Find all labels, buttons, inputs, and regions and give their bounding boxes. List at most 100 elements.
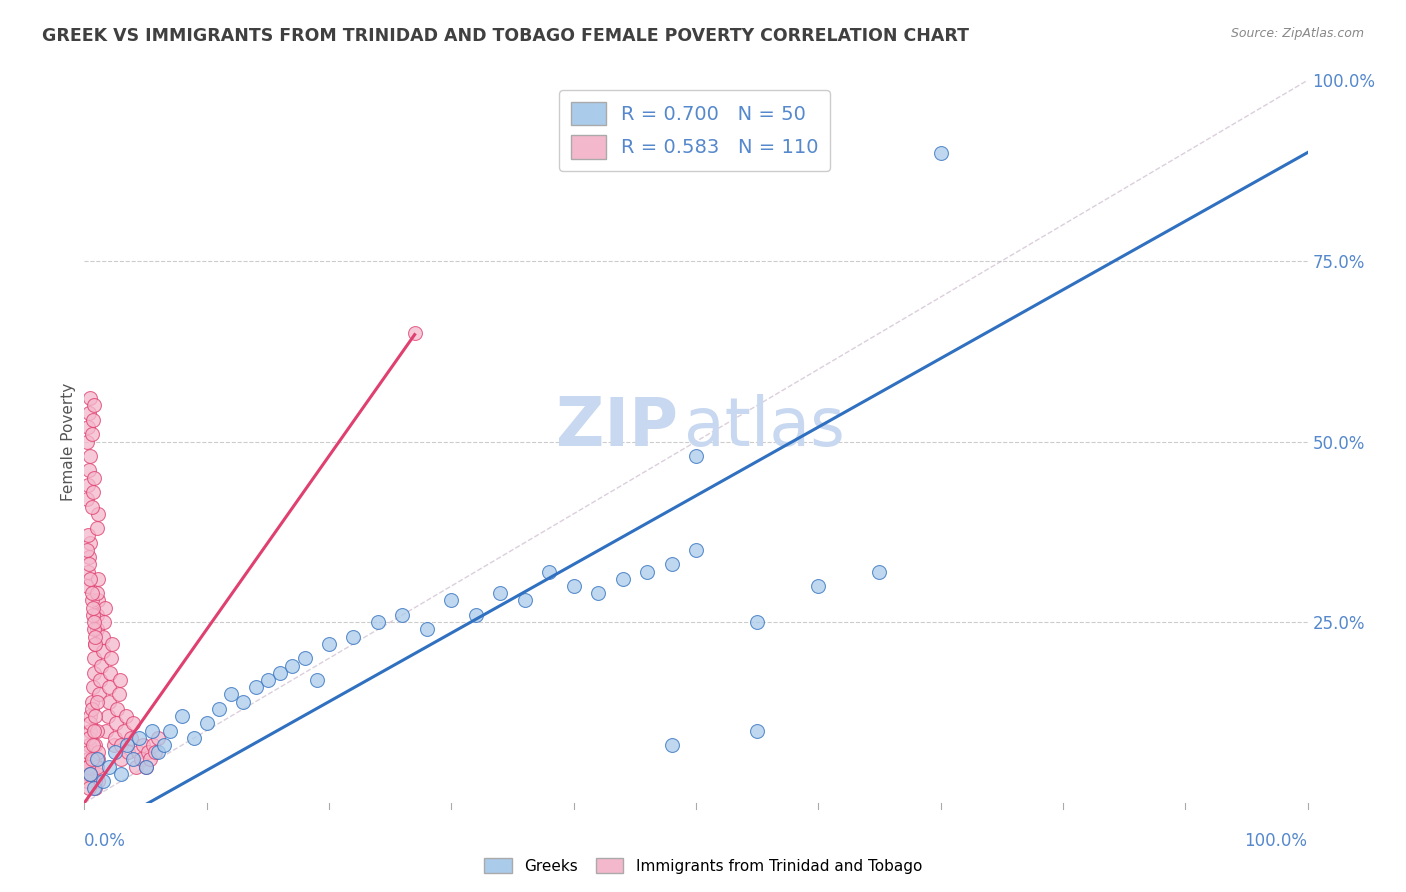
Point — [146, 745, 169, 759]
Point — [93, 615, 115, 630]
Text: 0.0%: 0.0% — [84, 831, 127, 850]
Point — [195, 716, 218, 731]
Point — [79, 449, 101, 463]
Text: GREEK VS IMMIGRANTS FROM TRINIDAD AND TOBAGO FEMALE POVERTY CORRELATION CHART: GREEK VS IMMIGRANTS FROM TRINIDAD AND TO… — [42, 27, 969, 45]
Point — [76, 492, 98, 507]
Legend: R = 0.700   N = 50, R = 0.583   N = 110: R = 0.700 N = 50, R = 0.583 N = 110 — [560, 90, 831, 170]
Point — [89, 673, 111, 687]
Point — [87, 687, 110, 701]
Point — [128, 731, 150, 745]
Point — [90, 658, 112, 673]
Text: Source: ZipAtlas.com: Source: ZipAtlas.com — [1230, 27, 1364, 40]
Point — [110, 752, 132, 766]
Point — [120, 731, 142, 745]
Point — [80, 427, 103, 442]
Point — [80, 500, 103, 514]
Point — [269, 665, 291, 680]
Point — [685, 542, 707, 557]
Point — [139, 752, 162, 766]
Point — [404, 326, 426, 340]
Point — [101, 637, 124, 651]
Point — [342, 630, 364, 644]
Point — [76, 542, 98, 557]
Point — [586, 586, 609, 600]
Point — [747, 723, 769, 738]
Point — [636, 565, 658, 579]
Text: 100.0%: 100.0% — [1244, 831, 1308, 850]
Point — [391, 607, 413, 622]
Point — [219, 687, 242, 701]
Point — [86, 607, 108, 622]
Point — [77, 731, 100, 745]
Point — [79, 572, 101, 586]
Point — [77, 420, 100, 434]
Point — [100, 651, 122, 665]
Point — [97, 680, 120, 694]
Point — [79, 391, 101, 405]
Point — [117, 745, 139, 759]
Point — [153, 738, 176, 752]
Point — [294, 651, 316, 665]
Point — [122, 752, 145, 766]
Point — [87, 745, 110, 759]
Point — [84, 637, 107, 651]
Point — [77, 745, 100, 759]
Point — [77, 558, 100, 572]
Point — [135, 760, 157, 774]
Point — [76, 760, 98, 774]
Point — [135, 760, 157, 774]
Point — [87, 593, 110, 607]
Point — [105, 702, 128, 716]
Point — [107, 687, 129, 701]
Point — [83, 623, 105, 637]
Point — [97, 709, 120, 723]
Point — [84, 630, 107, 644]
Point — [83, 752, 105, 766]
Point — [172, 709, 194, 723]
Point — [82, 485, 104, 500]
Point — [84, 774, 107, 789]
Point — [141, 723, 163, 738]
Point — [86, 623, 108, 637]
Point — [91, 774, 114, 789]
Point — [86, 695, 108, 709]
Point — [257, 673, 280, 687]
Point — [416, 623, 439, 637]
Point — [367, 615, 389, 630]
Point — [305, 673, 328, 687]
Point — [86, 586, 108, 600]
Point — [104, 745, 127, 759]
Point — [79, 535, 101, 549]
Point — [612, 572, 634, 586]
Point — [136, 745, 159, 759]
Point — [86, 723, 108, 738]
Point — [84, 781, 107, 796]
Point — [513, 593, 536, 607]
Point — [281, 658, 304, 673]
Point — [685, 449, 707, 463]
Point — [183, 731, 205, 745]
Point — [84, 709, 107, 723]
Point — [80, 586, 103, 600]
Point — [91, 630, 114, 644]
Point — [82, 767, 104, 781]
Point — [77, 738, 100, 752]
Point — [142, 738, 165, 752]
Point — [661, 738, 683, 752]
Y-axis label: Female Poverty: Female Poverty — [60, 383, 76, 500]
Point — [80, 752, 103, 766]
Point — [103, 738, 125, 752]
Point — [83, 398, 105, 412]
Point — [127, 745, 149, 759]
Point — [208, 702, 231, 716]
Point — [929, 145, 952, 160]
Point — [77, 550, 100, 565]
Point — [77, 781, 100, 796]
Point — [98, 665, 121, 680]
Point — [97, 695, 120, 709]
Point — [83, 470, 105, 484]
Text: atlas: atlas — [683, 394, 845, 460]
Point — [110, 738, 132, 752]
Point — [869, 565, 891, 579]
Point — [80, 593, 103, 607]
